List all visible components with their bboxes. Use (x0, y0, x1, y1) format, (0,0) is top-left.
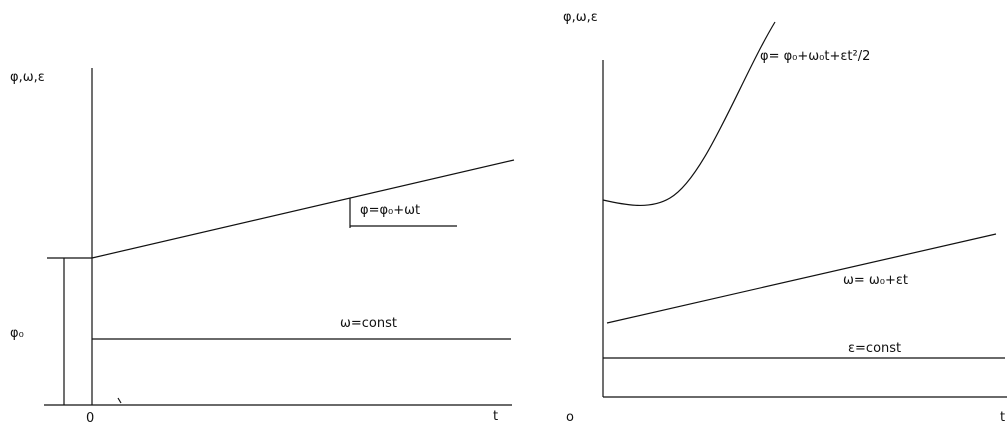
right-phi-curve (602, 21, 776, 207)
right-epsilon-equation: ε=const (848, 341, 901, 356)
left-phi-line (91, 159, 515, 259)
right-omega-equation: ω= ω₀+εt (843, 273, 908, 288)
right-diagram: φ,ω,ε o t φ= φ₀+ω₀t+εt²/2 ω= ω₀+εt ε=con… (563, 10, 1007, 425)
right-y-axis-label: φ,ω,ε (563, 10, 598, 25)
left-origin-label: 0 (86, 411, 94, 425)
left-small-mark (117, 397, 122, 404)
left-x-axis-label: t (493, 409, 498, 424)
left-diagram: φ,ω,ε φ₀ 0 t φ=φ₀+ωt ω=const (10, 68, 515, 425)
left-phi-equation: φ=φ₀+ωt (360, 203, 420, 218)
left-omega-equation: ω=const (340, 316, 397, 331)
left-y-axis-label: φ,ω,ε (10, 70, 45, 85)
right-x-axis-label: t (1000, 410, 1005, 425)
right-omega-line (606, 233, 997, 324)
right-phi-equation: φ= φ₀+ω₀t+εt²/2 (760, 49, 870, 64)
right-origin-label: o (566, 410, 574, 425)
left-phi0-label: φ₀ (10, 326, 24, 341)
